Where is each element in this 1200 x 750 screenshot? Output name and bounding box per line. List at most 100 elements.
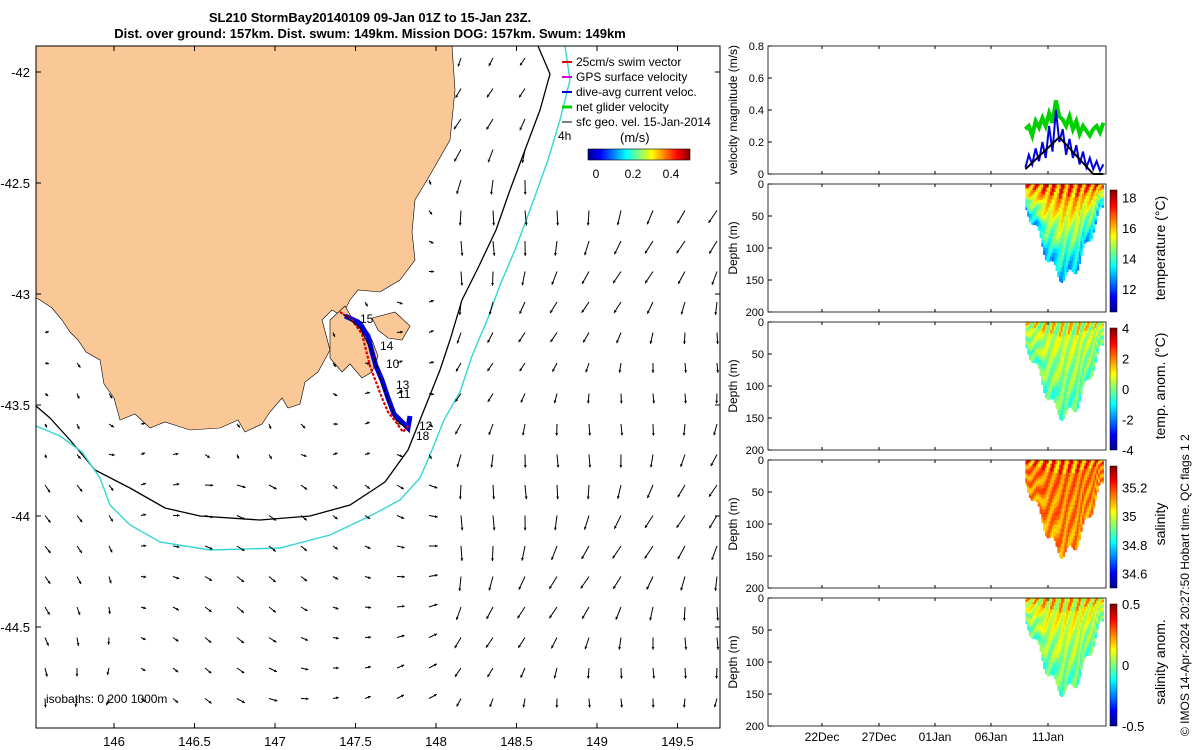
geo-velocity-arrow xyxy=(428,484,438,489)
lat-tick-label: -42.5 xyxy=(0,176,30,191)
geo-velocity-arrow xyxy=(364,665,372,669)
isobath-1000m xyxy=(36,46,571,551)
y-tick-label: 0.8 xyxy=(749,41,764,53)
glider-track-net xyxy=(342,313,407,429)
geo-velocity-arrow xyxy=(683,606,686,621)
colorbar-salinity-anomaly xyxy=(1109,603,1118,727)
geo-velocity-arrow xyxy=(618,362,622,373)
geo-velocity-arrow xyxy=(486,88,494,98)
panel-salinity-anomaly: -0.5 0 0.5 salinity anom. 0 50 100 150 200 Depth … xyxy=(726,593,1168,734)
geo-velocity-arrow xyxy=(44,545,51,554)
geo-velocity-arrow xyxy=(581,606,590,620)
y-tick-label: 150 xyxy=(746,689,764,701)
geo-velocity-arrow xyxy=(204,667,212,674)
geo-velocity-arrow xyxy=(396,301,403,305)
geo-velocity-arrow xyxy=(428,361,435,364)
geo-velocity-arrow xyxy=(556,484,560,500)
geo-velocity-arrow xyxy=(332,393,338,397)
geo-velocity-arrow xyxy=(140,606,147,610)
y-tick-label: 0 xyxy=(758,317,764,329)
geo-velocity-arrow xyxy=(236,667,245,674)
geo-velocity-arrow xyxy=(716,332,719,345)
geo-velocity-arrow xyxy=(300,484,308,490)
colorbar-tick: 0.4 xyxy=(663,167,680,181)
geo-velocity-arrow xyxy=(204,454,211,459)
geo-velocity-arrow xyxy=(523,240,527,256)
geo-velocity-arrow xyxy=(428,544,438,548)
geo-velocity-arrow xyxy=(714,301,718,316)
geo-velocity-arrow xyxy=(488,301,494,315)
lon-tick-label: 147 xyxy=(264,734,286,749)
geo-velocity-arrow xyxy=(490,454,494,468)
geo-velocity-arrow xyxy=(616,210,622,226)
colorbar-label: salinity xyxy=(1152,503,1168,546)
colorbar-salinity xyxy=(1109,465,1118,589)
geo-velocity-arrow xyxy=(548,576,558,590)
geo-velocity-arrow xyxy=(172,576,180,580)
y-tick-label: 50 xyxy=(752,487,764,499)
geo-velocity-arrow xyxy=(332,362,337,368)
geo-velocity-arrow xyxy=(491,271,495,286)
geo-velocity-arrow xyxy=(715,667,719,679)
legend-gps: GPS surface velocity xyxy=(576,70,687,84)
geo-velocity-arrow xyxy=(332,515,338,520)
geo-velocity-arrow xyxy=(204,483,214,487)
geo-velocity-arrow xyxy=(491,545,494,561)
geo-velocity-arrow xyxy=(616,484,622,499)
colorbar-tick: -0.5 xyxy=(1122,719,1144,734)
geo-velocity-arrow xyxy=(43,698,47,708)
geo-velocity-arrow xyxy=(550,637,558,649)
geo-velocity-arrow xyxy=(300,454,307,457)
geo-velocity-arrow xyxy=(44,606,51,615)
geo-velocity-arrow xyxy=(44,361,50,365)
colorbar-tick: 18 xyxy=(1122,191,1136,206)
isobaths-label: isobaths: 0 200 1000m xyxy=(46,692,167,706)
geo-velocity-arrow xyxy=(684,393,687,404)
chart-title-line2: Dist. over ground: 157km. Dist. swum: 14… xyxy=(114,26,626,41)
geo-velocity-arrow xyxy=(454,393,462,402)
geo-velocity-arrow xyxy=(428,299,434,303)
geo-velocity-arrow xyxy=(676,240,686,254)
y-tick-label: 100 xyxy=(746,657,764,669)
time-axis: 22Dec 27Dec 01Jan 06Jan 11Jan xyxy=(805,730,1064,744)
geo-velocity-arrow xyxy=(364,421,370,425)
geo-velocity-arrow xyxy=(300,697,309,701)
geo-velocity-arrow xyxy=(552,362,558,372)
geo-velocity-arrow xyxy=(487,362,494,372)
y-tick-label: 50 xyxy=(752,625,764,637)
y-tick-label: 200 xyxy=(746,445,764,457)
geo-velocity-arrow xyxy=(680,301,686,315)
geo-velocity-arrow xyxy=(396,454,403,458)
time-tick: 11Jan xyxy=(1032,730,1064,744)
geo-velocity-arrow xyxy=(553,667,558,679)
colorbar-tick: 35.2 xyxy=(1122,481,1147,496)
colorbar-tick: 4 xyxy=(1122,321,1129,336)
geo-velocity-arrow xyxy=(364,635,372,639)
geo-velocity-arrow xyxy=(396,694,405,699)
geo-velocity-arrow xyxy=(204,515,214,519)
geo-velocity-arrow xyxy=(488,423,494,436)
geo-velocity-arrow xyxy=(517,606,526,619)
geo-velocity-arrow xyxy=(268,637,277,643)
y-tick-label: 200 xyxy=(746,583,764,595)
colorbar-tick: 12 xyxy=(1122,282,1136,297)
geo-velocity-arrow xyxy=(521,149,526,164)
geo-velocity-arrow xyxy=(588,698,591,708)
geo-velocity-arrow xyxy=(646,301,654,314)
colorbar-tick: 0.2 xyxy=(625,167,642,181)
geo-velocity-arrow xyxy=(556,210,560,226)
geo-velocity-arrow xyxy=(456,332,462,344)
geo-velocity-arrow xyxy=(364,545,371,550)
geo-velocity-arrow xyxy=(581,301,590,314)
track-label: 18 xyxy=(416,429,430,443)
geo-velocity-arrow xyxy=(300,423,306,429)
map-frame xyxy=(35,45,721,729)
geo-velocity-arrow xyxy=(649,606,654,621)
geo-velocity-arrow xyxy=(268,484,277,490)
geo-velocity-arrow xyxy=(520,667,526,678)
geo-velocity-arrow xyxy=(586,667,590,679)
geo-velocity-arrow xyxy=(44,423,48,428)
glider-track-swim xyxy=(339,311,409,434)
colorbar-tick: -2 xyxy=(1122,413,1134,428)
geo-velocity-arrow xyxy=(520,393,526,403)
